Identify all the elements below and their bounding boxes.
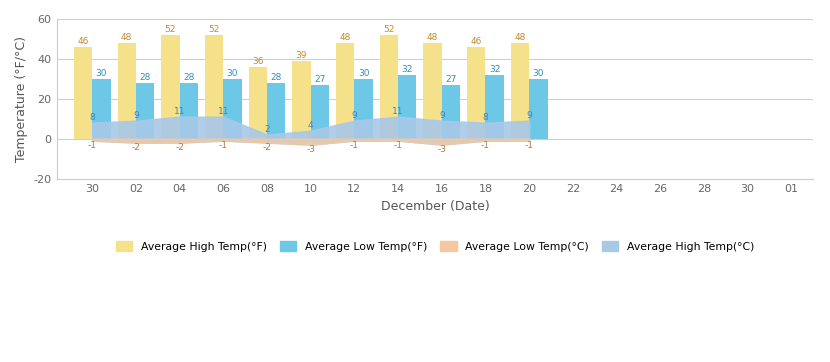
Text: -1: -1	[393, 142, 403, 151]
Text: -1: -1	[525, 142, 534, 151]
Text: 52: 52	[383, 25, 394, 34]
Text: 30: 30	[533, 69, 544, 77]
X-axis label: December (Date): December (Date)	[381, 199, 490, 212]
Text: 30: 30	[227, 69, 238, 77]
Bar	[161, 35, 179, 139]
Text: -2: -2	[175, 143, 184, 152]
Text: 46: 46	[471, 37, 482, 46]
Text: 11: 11	[393, 107, 404, 116]
Bar	[223, 79, 242, 139]
Bar	[205, 35, 223, 139]
Text: -1: -1	[88, 142, 96, 151]
Text: 48: 48	[121, 33, 133, 42]
Text: 27: 27	[315, 75, 325, 84]
Text: 9: 9	[439, 111, 445, 120]
Text: 30: 30	[358, 69, 369, 77]
Bar	[398, 75, 417, 139]
Text: -1: -1	[219, 142, 227, 151]
Text: 28: 28	[271, 73, 282, 81]
Bar	[267, 83, 286, 139]
Text: 9: 9	[133, 111, 139, 120]
Text: 46: 46	[77, 37, 89, 46]
Bar	[467, 47, 486, 139]
Text: 8: 8	[482, 113, 488, 122]
Bar	[74, 47, 92, 139]
Text: -3: -3	[306, 146, 315, 155]
Bar	[486, 75, 504, 139]
Bar	[292, 61, 310, 139]
Bar	[136, 83, 154, 139]
Text: 28: 28	[183, 73, 194, 81]
Bar	[354, 79, 373, 139]
Bar	[310, 85, 329, 139]
Text: -2: -2	[131, 143, 140, 152]
Text: 32: 32	[402, 65, 413, 73]
Bar	[92, 79, 110, 139]
Text: 28: 28	[139, 73, 151, 81]
Text: 36: 36	[252, 57, 264, 66]
Text: 52: 52	[208, 25, 220, 34]
Bar	[336, 43, 354, 139]
Bar	[442, 85, 460, 139]
Bar	[380, 35, 398, 139]
Text: 52: 52	[164, 25, 176, 34]
Bar	[423, 43, 442, 139]
Text: 48: 48	[339, 33, 351, 42]
Bar	[510, 43, 530, 139]
Text: 27: 27	[445, 75, 457, 84]
Text: -1: -1	[481, 142, 490, 151]
Text: 48: 48	[515, 33, 525, 42]
Text: 9: 9	[352, 111, 357, 120]
Text: 11: 11	[217, 107, 229, 116]
Text: -1: -1	[350, 142, 359, 151]
Y-axis label: Temperature (°F/°C): Temperature (°F/°C)	[15, 36, 28, 162]
Text: -2: -2	[262, 143, 271, 152]
Bar	[118, 43, 136, 139]
Text: -3: -3	[437, 146, 447, 155]
Bar	[179, 83, 198, 139]
Legend: Average High Temp(°F), Average Low Temp(°F), Average Low Temp(°C), Average High : Average High Temp(°F), Average Low Temp(…	[112, 237, 759, 256]
Text: 9: 9	[526, 111, 532, 120]
Text: 32: 32	[489, 65, 500, 73]
Text: 4: 4	[308, 121, 314, 130]
Bar	[249, 67, 267, 139]
Text: 39: 39	[295, 51, 307, 60]
Text: 30: 30	[95, 69, 107, 77]
Text: 8: 8	[90, 113, 95, 122]
Text: 48: 48	[427, 33, 438, 42]
Bar	[530, 79, 548, 139]
Text: 11: 11	[173, 107, 185, 116]
Text: 2: 2	[264, 125, 270, 134]
